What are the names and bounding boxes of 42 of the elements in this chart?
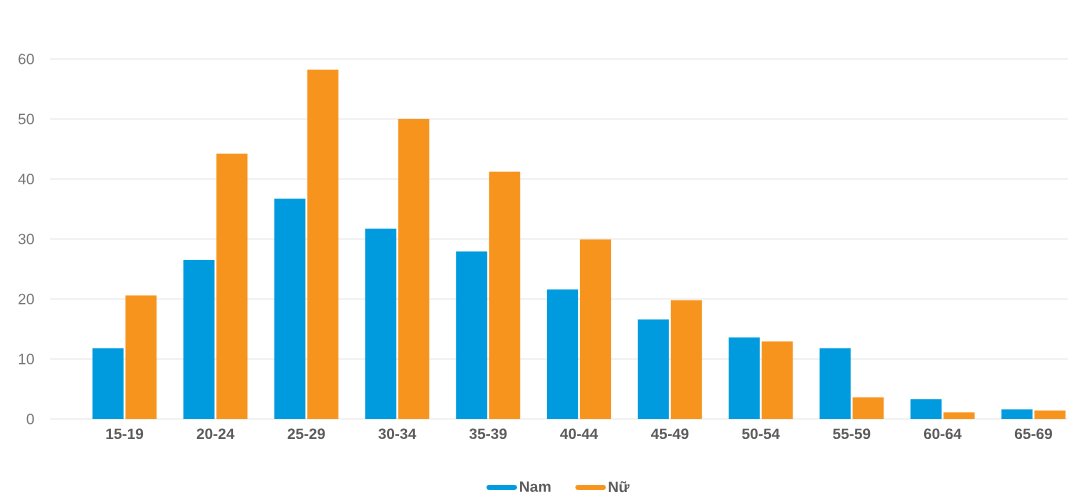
bar xyxy=(92,348,124,420)
x-tick-label: 25-29 xyxy=(287,428,325,440)
bar xyxy=(637,319,669,420)
bar xyxy=(489,171,521,420)
bar xyxy=(1034,410,1066,420)
y-tick-label: 10 xyxy=(19,353,34,365)
x-tick-label: 35-39 xyxy=(469,428,507,440)
bar xyxy=(728,337,760,420)
bar xyxy=(852,397,884,420)
legend-label: Nam xyxy=(520,481,551,493)
x-tick-label: 15-19 xyxy=(106,428,144,440)
x-tick-label: 55-59 xyxy=(833,428,871,440)
x-tick-label: 20-24 xyxy=(196,428,235,440)
x-tick-label: 60-64 xyxy=(924,428,962,440)
bar xyxy=(398,119,430,420)
bar xyxy=(546,289,579,420)
bar xyxy=(761,341,793,420)
y-tick-label: 60 xyxy=(18,53,34,65)
bar xyxy=(943,412,975,420)
y-tick-label: 40 xyxy=(18,173,34,185)
bar xyxy=(579,239,612,420)
bar xyxy=(456,251,488,420)
x-tick-label: 50-54 xyxy=(742,428,780,440)
legend-label: Nữ xyxy=(608,481,630,493)
y-tick-label: 50 xyxy=(18,113,34,125)
y-tick-label: 20 xyxy=(18,293,34,305)
bar xyxy=(274,198,306,420)
bar xyxy=(1001,409,1033,420)
bar xyxy=(910,399,942,420)
bar xyxy=(819,348,851,420)
bar xyxy=(670,300,702,420)
y-tick-label: 0 xyxy=(26,413,34,425)
x-tick-label: 65-69 xyxy=(1014,428,1052,440)
x-tick-label: 30-34 xyxy=(378,428,417,440)
x-tick-label: 40-44 xyxy=(560,428,599,440)
bar xyxy=(125,295,157,420)
bar xyxy=(183,260,215,420)
bar xyxy=(365,228,397,420)
bar xyxy=(307,69,339,420)
y-tick-label: 30 xyxy=(18,233,34,245)
x-tick-label: 45-49 xyxy=(651,428,689,440)
bar xyxy=(216,153,248,420)
